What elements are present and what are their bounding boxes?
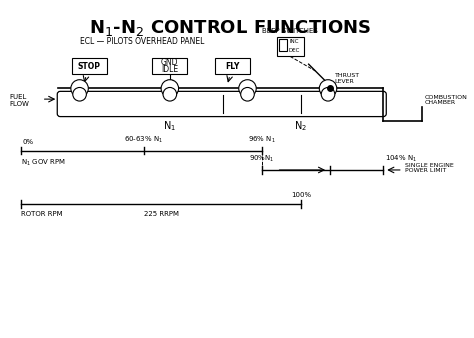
Bar bbox=[152, 58, 187, 74]
Text: FUEL
FLOW: FUEL FLOW bbox=[9, 94, 29, 106]
Text: 0%: 0% bbox=[22, 139, 34, 145]
Text: BEEP SWITCHES: BEEP SWITCHES bbox=[262, 28, 318, 34]
Text: IDLE: IDLE bbox=[161, 65, 178, 74]
Bar bbox=[216, 58, 250, 74]
Text: INC: INC bbox=[289, 39, 299, 44]
Bar bbox=[72, 58, 107, 74]
Text: STOP: STOP bbox=[78, 62, 101, 71]
Text: 90%N$_1$: 90%N$_1$ bbox=[249, 154, 275, 164]
Bar bbox=[279, 39, 287, 51]
Text: N$_1$: N$_1$ bbox=[164, 120, 176, 133]
Text: 100%: 100% bbox=[291, 192, 311, 198]
Circle shape bbox=[319, 80, 337, 97]
Circle shape bbox=[239, 80, 256, 97]
Bar bbox=[167, 80, 173, 86]
Text: 60-63% N$_1$: 60-63% N$_1$ bbox=[124, 135, 163, 145]
Text: COMBUSTION
CHAMBER: COMBUSTION CHAMBER bbox=[425, 95, 468, 105]
Text: THRUST
LEVER: THRUST LEVER bbox=[335, 73, 360, 84]
FancyBboxPatch shape bbox=[57, 91, 386, 117]
Text: N$_1$ GOV RPM: N$_1$ GOV RPM bbox=[21, 158, 66, 168]
Text: DEC: DEC bbox=[288, 48, 300, 53]
Text: N$_2$: N$_2$ bbox=[294, 120, 307, 133]
Circle shape bbox=[163, 88, 177, 101]
Text: FLY: FLY bbox=[226, 62, 240, 71]
Text: SINGLE ENGINE
POWER LIMIT: SINGLE ENGINE POWER LIMIT bbox=[405, 163, 454, 173]
Text: N$_1$-N$_2$ CONTROL FUNCTIONS: N$_1$-N$_2$ CONTROL FUNCTIONS bbox=[89, 18, 371, 38]
Circle shape bbox=[321, 88, 335, 101]
Text: 96% N$_1$: 96% N$_1$ bbox=[248, 135, 276, 145]
Text: 104% N$_1$: 104% N$_1$ bbox=[385, 154, 418, 164]
Text: ROTOR RPM: ROTOR RPM bbox=[21, 211, 63, 217]
Text: 225 RRPM: 225 RRPM bbox=[144, 211, 179, 217]
Circle shape bbox=[73, 88, 86, 101]
Circle shape bbox=[241, 88, 254, 101]
Circle shape bbox=[71, 80, 88, 97]
Text: ECL — PILOTS OVERHEAD PANEL: ECL — PILOTS OVERHEAD PANEL bbox=[80, 38, 204, 46]
Bar bbox=[277, 37, 304, 56]
Circle shape bbox=[161, 80, 179, 97]
Text: GND: GND bbox=[161, 58, 179, 67]
